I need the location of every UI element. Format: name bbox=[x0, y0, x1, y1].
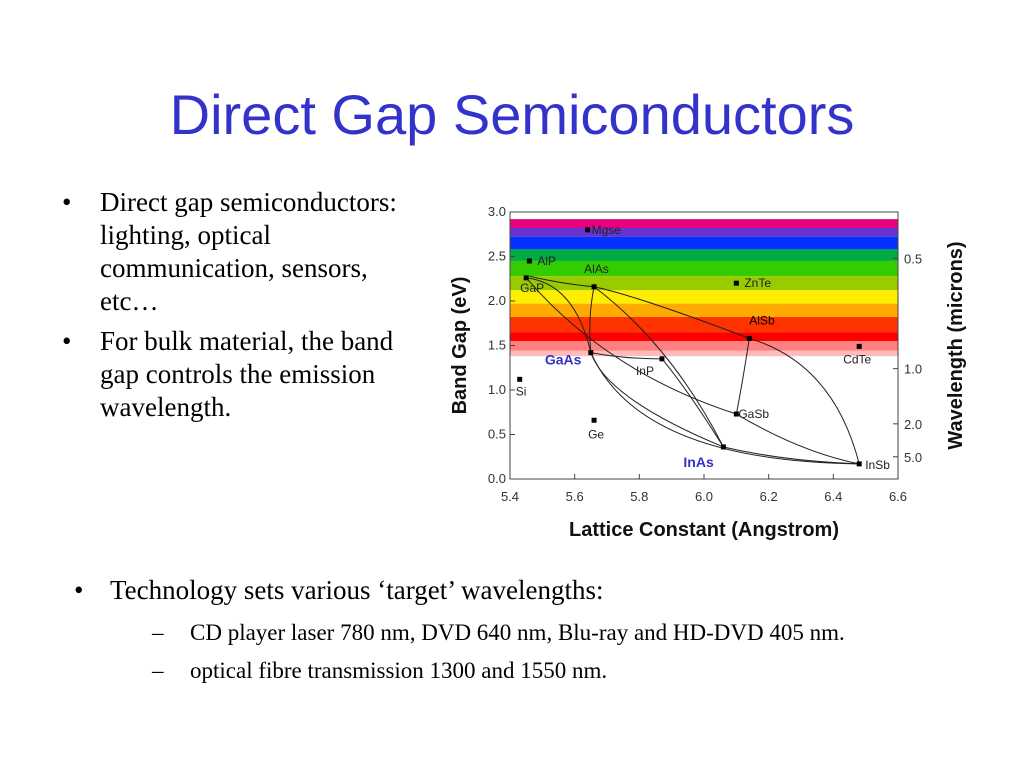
x-tick-label: 5.4 bbox=[501, 489, 519, 504]
sub-bullet-text: optical fibre transmission 1300 and 1550… bbox=[190, 658, 608, 683]
y2-tick-label: 1.0 bbox=[904, 362, 922, 377]
alloy-curve bbox=[589, 286, 595, 353]
bullet-icon: • bbox=[74, 575, 84, 605]
material-label: ZnTe bbox=[744, 276, 771, 290]
alloy-curve bbox=[736, 413, 860, 465]
alloy-curve bbox=[749, 337, 860, 464]
spectrum-band bbox=[510, 236, 898, 250]
y2-axis-label: Wavelength (microns) bbox=[945, 241, 967, 449]
x-tick-label: 5.8 bbox=[630, 489, 648, 504]
x-tick-label: 6.0 bbox=[695, 489, 713, 504]
alloy-curve bbox=[526, 277, 592, 353]
sub-bullet-text: CD player laser 780 nm, DVD 640 nm, Blu-… bbox=[190, 620, 845, 645]
material-label: CdTe bbox=[843, 352, 871, 366]
material-label: InSb bbox=[865, 458, 890, 472]
spectrum-band bbox=[510, 332, 898, 342]
material-label: Mgse bbox=[592, 223, 622, 237]
spectrum-band bbox=[510, 317, 898, 333]
spectrum-band bbox=[510, 350, 898, 357]
bullet-icon: • bbox=[62, 187, 72, 217]
x-tick-label: 6.2 bbox=[760, 489, 778, 504]
material-point bbox=[856, 343, 862, 349]
material-label: InP bbox=[636, 364, 654, 378]
material-point bbox=[591, 417, 597, 423]
alloy-curve bbox=[735, 338, 750, 415]
spectrum-band bbox=[510, 228, 898, 237]
alloy-curve bbox=[593, 286, 724, 448]
material-point bbox=[659, 356, 665, 362]
material-point bbox=[526, 258, 532, 264]
spectrum-band bbox=[510, 303, 898, 318]
material-point bbox=[523, 275, 529, 281]
material-point bbox=[856, 461, 862, 467]
material-label: Ge bbox=[588, 427, 604, 441]
alloy-curve bbox=[590, 352, 724, 448]
spectrum-band bbox=[510, 341, 898, 351]
bottom-bullet-list: • Technology sets various ‘target’ wavel… bbox=[74, 572, 1004, 690]
spectrum-band bbox=[510, 249, 898, 261]
bullet-icon: • bbox=[62, 326, 72, 356]
y-tick-label: 0.5 bbox=[488, 427, 506, 442]
bullet-item: • For bulk material, the band gap contro… bbox=[62, 325, 412, 424]
y-axis-label: Band Gap (eV) bbox=[449, 277, 471, 415]
x-tick-label: 5.6 bbox=[566, 489, 584, 504]
x-tick-label: 6.4 bbox=[824, 489, 842, 504]
material-point bbox=[733, 411, 739, 417]
dash-icon: – bbox=[152, 620, 164, 645]
material-point bbox=[588, 350, 594, 356]
material-label: AlSb bbox=[749, 313, 775, 327]
alloy-curve bbox=[525, 277, 737, 415]
material-point bbox=[746, 335, 752, 341]
left-bullet-list: • Direct gap semiconductors: lighting, o… bbox=[62, 186, 412, 431]
spectrum-band bbox=[510, 219, 898, 229]
y-tick-label: 2.0 bbox=[488, 293, 506, 308]
material-label: InAs bbox=[683, 454, 714, 470]
spectrum-band bbox=[510, 260, 898, 277]
sub-bullet-item: – CD player laser 780 nm, DVD 640 nm, Bl… bbox=[152, 614, 1004, 652]
material-point bbox=[720, 444, 726, 450]
x-tick-label: 6.6 bbox=[889, 489, 907, 504]
sub-bullet-list: – CD player laser 780 nm, DVD 640 nm, Bl… bbox=[110, 614, 1004, 690]
y-tick-label: 0.0 bbox=[488, 471, 506, 486]
alloy-curve bbox=[723, 446, 860, 465]
material-label: GaSb bbox=[738, 407, 769, 421]
material-label: Si bbox=[516, 384, 527, 398]
y-tick-label: 1.0 bbox=[488, 382, 506, 397]
bullet-item: • Technology sets various ‘target’ wavel… bbox=[74, 572, 1004, 690]
x-axis-label: Lattice Constant (Angstrom) bbox=[569, 519, 839, 541]
y2-tick-label: 5.0 bbox=[904, 450, 922, 465]
material-label: AlAs bbox=[584, 262, 609, 276]
material-point bbox=[585, 227, 591, 233]
material-label: GaAs bbox=[545, 352, 582, 368]
material-label: AlP bbox=[537, 254, 556, 268]
bullet-item: • Direct gap semiconductors: lighting, o… bbox=[62, 186, 412, 318]
y2-tick-label: 2.0 bbox=[904, 417, 922, 432]
y2-tick-label: 0.5 bbox=[904, 251, 922, 266]
bullet-text: Direct gap semiconductors: lighting, opt… bbox=[100, 187, 397, 316]
alloy-curve bbox=[590, 352, 860, 465]
y-tick-label: 2.5 bbox=[488, 249, 506, 264]
dash-icon: – bbox=[152, 658, 164, 683]
bullet-text: For bulk material, the band gap controls… bbox=[100, 326, 394, 422]
bullet-text: Technology sets various ‘target’ wavelen… bbox=[110, 575, 604, 605]
band-gap-chart-svg: 5.4 5.6 5.8 6.0 6.2 6.4 6.6 0.0 0.5 1.0 1.5 2.0 2.5 3… bbox=[449, 204, 967, 541]
alloy-curve bbox=[590, 352, 662, 360]
material-label: GaP bbox=[520, 281, 544, 295]
spectrum-band bbox=[510, 276, 898, 291]
band-gap-chart: 5.4 5.6 5.8 6.0 6.2 6.4 6.6 0.0 0.5 1.0 1.5 2.0 2.5 3… bbox=[440, 196, 980, 548]
material-point bbox=[733, 280, 739, 286]
alloy-curve bbox=[529, 275, 595, 288]
sub-bullet-item: – optical fibre transmission 1300 and 15… bbox=[152, 652, 1004, 690]
alloy-curve bbox=[593, 286, 750, 339]
slide-title: Direct Gap Semiconductors bbox=[169, 83, 855, 146]
material-point bbox=[517, 376, 523, 382]
material-point bbox=[591, 284, 597, 290]
y-tick-label: 1.5 bbox=[488, 338, 506, 353]
spectrum-band bbox=[510, 290, 898, 304]
y-tick-label: 3.0 bbox=[488, 204, 506, 219]
